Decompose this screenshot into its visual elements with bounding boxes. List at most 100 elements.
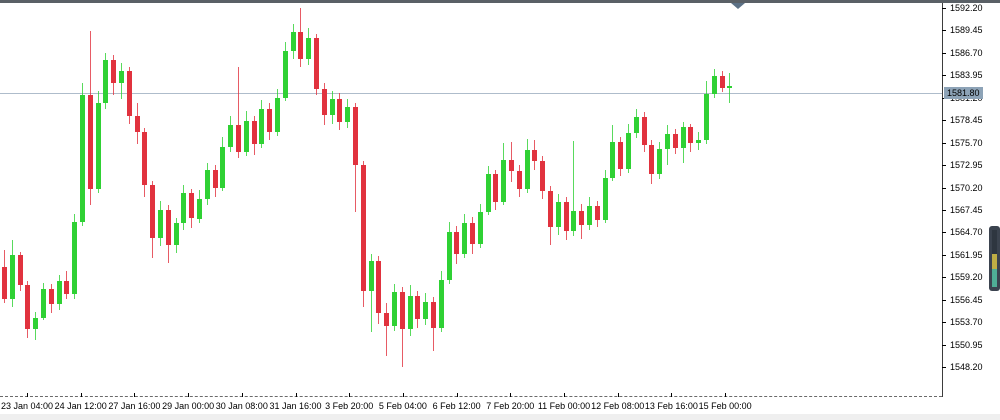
edge-widget-yellow-segment [992, 254, 997, 269]
time-tick [134, 393, 136, 397]
candle-bullish [228, 125, 234, 147]
candle-bearish [321, 88, 327, 115]
candle-bearish [251, 120, 257, 145]
candle-wick [386, 303, 388, 356]
price-tick-label: 1570.20 [950, 182, 983, 193]
chart-shift-marker-icon[interactable] [731, 3, 746, 9]
candle-bullish [33, 318, 39, 330]
price-axis-border [942, 3, 943, 397]
top-border-bar [0, 0, 1000, 3]
time-tick-label: 11 Feb 00:00 [537, 401, 591, 411]
candle-bullish [282, 51, 288, 98]
price-tick [942, 232, 946, 234]
time-tick-label: 13 Feb 16:00 [644, 401, 698, 411]
price-tick-label: 1586.70 [950, 47, 983, 58]
price-tick [942, 299, 946, 301]
candle-bearish [579, 211, 585, 226]
candle-bullish [103, 60, 109, 104]
candle-bearish [493, 174, 499, 203]
candle-bullish [306, 38, 312, 59]
time-tick [510, 393, 512, 397]
price-tick-label: 1589.45 [950, 25, 983, 36]
time-tick [671, 393, 673, 397]
price-tick [942, 30, 946, 32]
candle-bearish [415, 296, 421, 319]
time-tick [456, 393, 458, 397]
time-tick [80, 393, 82, 397]
price-tick-label: 1575.70 [950, 137, 983, 148]
candle-bullish [446, 231, 452, 280]
candle-bullish [485, 174, 491, 212]
candle-bearish [384, 313, 390, 327]
price-tick-label: 1556.45 [950, 294, 983, 305]
candle-bullish [204, 169, 210, 199]
candle-bullish [571, 211, 577, 231]
price-tick [942, 165, 946, 167]
candle-bullish [633, 117, 639, 133]
time-tick [295, 393, 297, 397]
candle-bullish [438, 279, 444, 328]
time-tick-label: 31 Jan 16:00 [269, 401, 322, 411]
candle-bullish [610, 141, 616, 178]
price-tick [942, 254, 946, 256]
candle-bullish [711, 75, 717, 94]
candle-bullish [462, 222, 468, 254]
time-tick-label: 23 Jan 04:00 [0, 401, 54, 411]
candle-bullish [197, 198, 202, 219]
price-tick [942, 142, 946, 144]
candle-bullish [696, 140, 702, 144]
candle-bearish [470, 222, 475, 244]
candle-bearish [25, 285, 31, 330]
price-tick-label: 1583.95 [950, 70, 983, 81]
time-tick [725, 393, 727, 397]
candle-bearish [688, 127, 694, 144]
time-tick [349, 393, 351, 397]
price-tick-label: 1564.70 [950, 227, 983, 238]
candle-bullish [392, 291, 397, 327]
candle-bullish [665, 133, 670, 150]
time-tick [402, 393, 404, 397]
chart-plot-area[interactable] [0, 3, 942, 397]
candle-bullish [587, 206, 592, 226]
candle-bullish [501, 159, 507, 203]
candle-bearish [150, 185, 156, 239]
candle-bearish [165, 209, 171, 245]
candle-bullish [80, 95, 85, 222]
candle-bearish [17, 255, 23, 286]
price-tick [942, 75, 946, 77]
candle-bearish [236, 125, 241, 152]
candle-bullish [626, 132, 631, 169]
candle-bullish [41, 288, 46, 319]
current-price-label: 1581.80 [944, 86, 983, 99]
candle-bullish [555, 202, 561, 228]
candle-bullish [259, 109, 265, 145]
candle-bullish [423, 301, 429, 319]
candle-bullish [329, 99, 335, 115]
candle-bearish [353, 106, 358, 165]
time-tick-label: 3 Feb 20:00 [325, 401, 374, 411]
price-tick-label: 1548.20 [950, 362, 983, 372]
candle-bullish [243, 120, 249, 152]
price-tick [942, 322, 946, 324]
candle-bearish [64, 280, 70, 294]
edge-widget[interactable] [989, 226, 1000, 291]
candle-bullish [119, 70, 124, 84]
price-tick [942, 344, 946, 346]
candle-bearish [87, 95, 93, 190]
price-tick [942, 187, 946, 189]
candle-bearish [532, 149, 538, 162]
time-tick-label: 27 Jan 16:00 [108, 401, 161, 411]
candle-bullish [602, 177, 608, 221]
time-tick [27, 393, 28, 397]
candle-bullish [368, 260, 374, 292]
time-tick-label: 24 Jan 12:00 [54, 401, 107, 411]
candle-bullish [275, 97, 280, 133]
time-tick-label: 15 Feb 00:00 [698, 401, 752, 411]
candle-bearish [649, 145, 655, 175]
price-tick [942, 277, 946, 279]
candle-bullish [680, 127, 686, 148]
candle-bearish [360, 164, 366, 292]
candle-bearish [267, 109, 273, 133]
candle-bullish [9, 255, 15, 300]
